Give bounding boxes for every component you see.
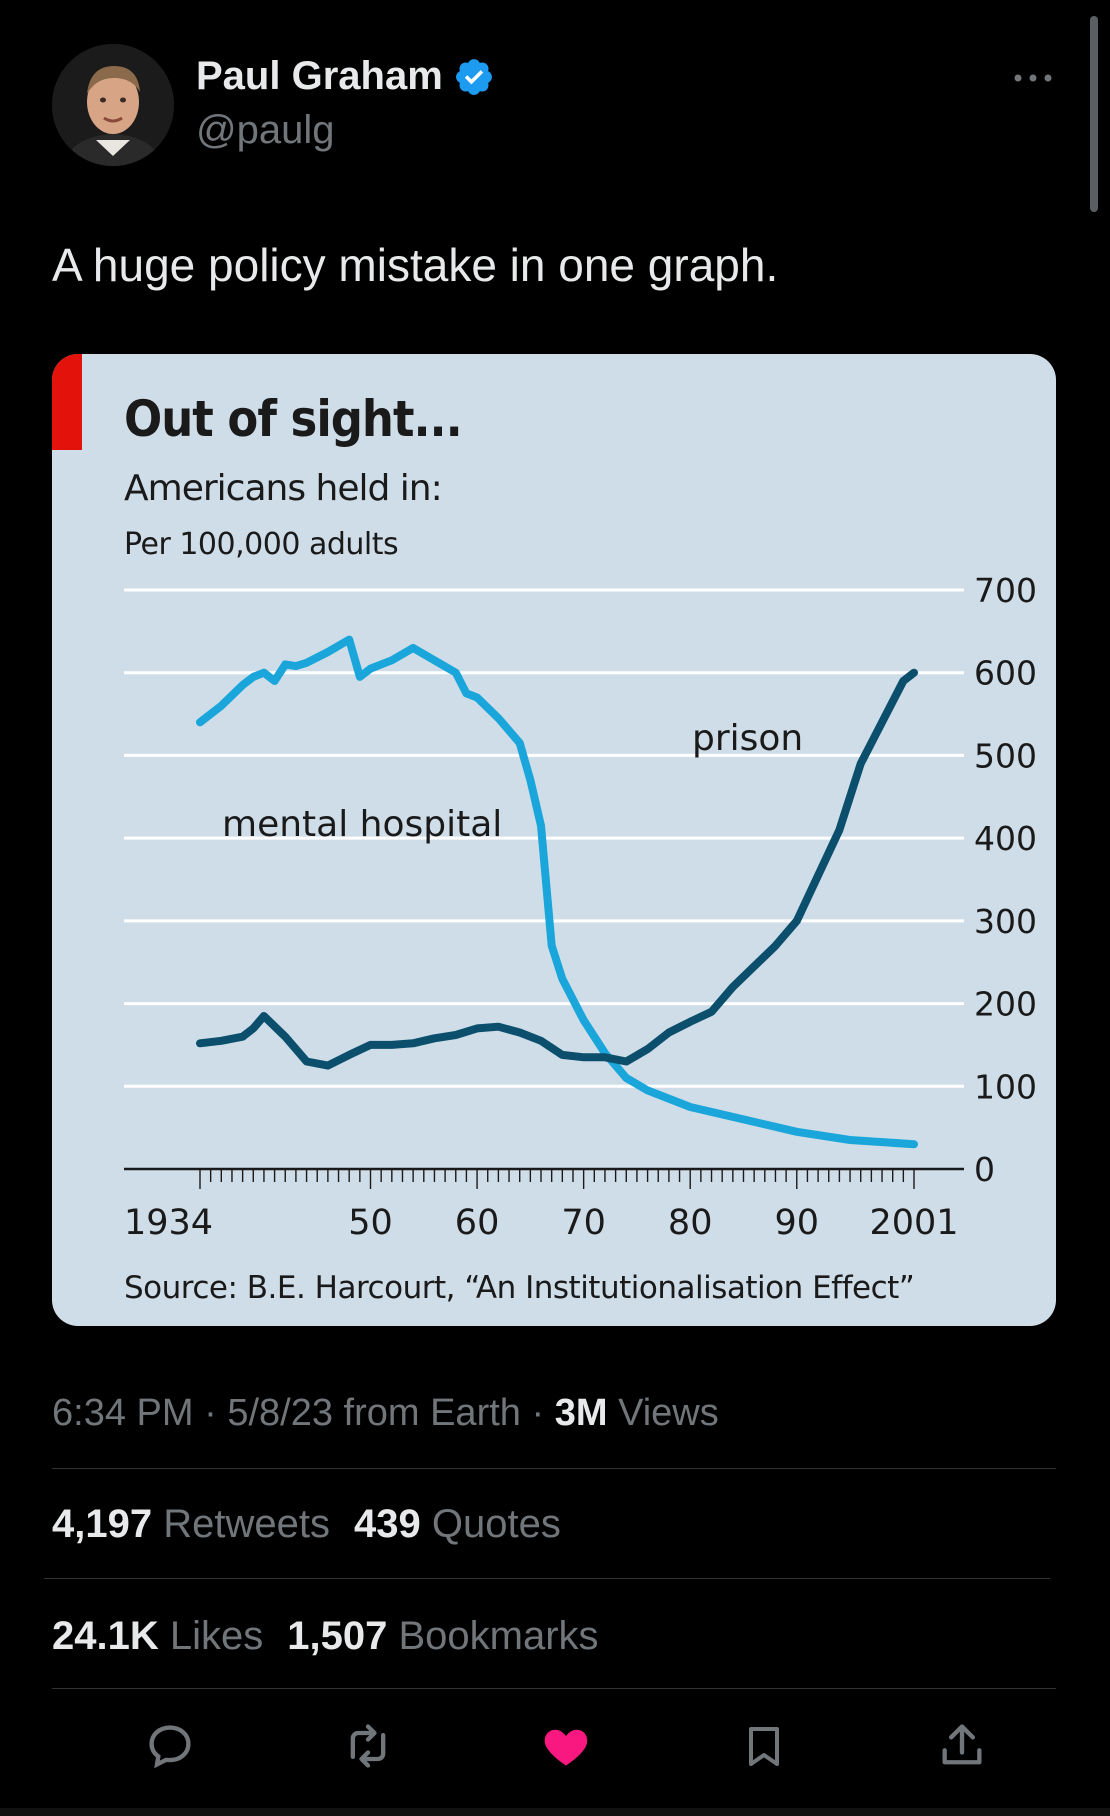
action-bar [52, 1712, 1056, 1780]
retweet-icon[interactable] [334, 1712, 402, 1780]
divider [44, 1578, 1050, 1579]
x-tick-label: 80 [668, 1203, 713, 1243]
author-row: Paul Graham [196, 54, 495, 99]
retweets-count: 4,197 [52, 1502, 153, 1546]
meta-separator: · [204, 1392, 228, 1434]
tweet-text: A huge policy mistake in one graph. [52, 239, 779, 291]
accent-tag [52, 354, 82, 450]
divider [52, 1688, 1056, 1689]
x-tick-label: 70 [561, 1203, 606, 1243]
share-icon[interactable] [928, 1712, 996, 1780]
x-tick-label: 2001 [869, 1203, 958, 1243]
chart-x-axis: 1934 50 60 70 80 90 2001 [124, 1167, 964, 1243]
y-tick-label: 100 [974, 1067, 1037, 1106]
prison-label: prison [692, 718, 803, 759]
author-name[interactable]: Paul Graham [196, 54, 443, 98]
y-tick-label: 0 [974, 1150, 995, 1189]
likes-stat[interactable]: 24.1K Likes [52, 1614, 263, 1659]
verified-badge-icon[interactable] [453, 56, 495, 98]
likes-count: 24.1K [52, 1614, 159, 1658]
avatar-image [52, 44, 174, 166]
views-count: 3M [554, 1392, 608, 1434]
prison-line [196, 668, 918, 1070]
x-tick-label: 50 [348, 1203, 393, 1243]
y-tick-label: 600 [974, 654, 1037, 693]
chart-title: Out of sight... [124, 390, 462, 448]
heart-icon[interactable] [532, 1712, 600, 1780]
stats-row-2: 24.1K Likes 1,507 Bookmarks [52, 1614, 599, 1659]
y-tick-label: 400 [974, 819, 1037, 858]
chart-annotations: mental hospital prison [222, 718, 803, 845]
tweet-date[interactable]: 5/8/23 [227, 1392, 333, 1434]
y-tick-label: 200 [974, 985, 1037, 1024]
tweet-source: from Earth [343, 1392, 521, 1434]
chart-source: Source: B.E. Harcourt, “An Institutional… [124, 1270, 914, 1306]
quotes-stat[interactable]: 439 Quotes [354, 1502, 561, 1547]
y-tick-label: 700 [974, 571, 1037, 610]
likes-label: Likes [169, 1614, 264, 1658]
y-tick-label: 500 [974, 736, 1037, 775]
bookmarks-label: Bookmarks [398, 1614, 599, 1658]
scrollbar[interactable] [1090, 16, 1098, 212]
chart-image[interactable]: Out of sight... Americans held in: Per 1… [52, 354, 1056, 1326]
chart: Out of sight... Americans held in: Per 1… [124, 390, 1037, 1306]
more-icon[interactable] [1008, 58, 1058, 98]
author-handle[interactable]: @paulg [196, 108, 335, 152]
reply-icon[interactable] [136, 1712, 204, 1780]
x-tick-label: 1934 [124, 1203, 213, 1243]
stats-row-1: 4,197 Retweets 439 Quotes [52, 1502, 561, 1547]
quotes-count: 439 [353, 1502, 421, 1546]
retweets-stat[interactable]: 4,197 Retweets [52, 1502, 330, 1547]
avatar[interactable] [52, 44, 174, 166]
tweet-meta: 6:34 PM · 5/8/23 from Earth · 3M Views [52, 1392, 719, 1435]
views-label: Views [618, 1392, 719, 1434]
x-tick-label: 90 [775, 1203, 820, 1243]
bookmarks-count: 1,507 [287, 1614, 388, 1658]
x-tick-label: 60 [455, 1203, 500, 1243]
chart-subtitle: Americans held in: [124, 468, 442, 509]
bookmarks-stat[interactable]: 1,507 Bookmarks [287, 1614, 598, 1659]
meta-separator: · [531, 1392, 555, 1434]
mental-hospital-label: mental hospital [222, 804, 502, 845]
chart-series [196, 635, 918, 1149]
chart-y-axis: 0 100 200 300 400 500 600 700 [974, 571, 1037, 1189]
tweet-time[interactable]: 6:34 PM [52, 1392, 194, 1434]
quotes-label: Quotes [431, 1502, 561, 1546]
bottom-edge [0, 1808, 1110, 1816]
y-tick-label: 300 [974, 902, 1037, 941]
bookmark-icon[interactable] [730, 1712, 798, 1780]
divider [52, 1468, 1056, 1469]
retweets-label: Retweets [163, 1502, 330, 1546]
chart-unit-label: Per 100,000 adults [124, 527, 398, 562]
mental-hospital-line [196, 635, 918, 1149]
